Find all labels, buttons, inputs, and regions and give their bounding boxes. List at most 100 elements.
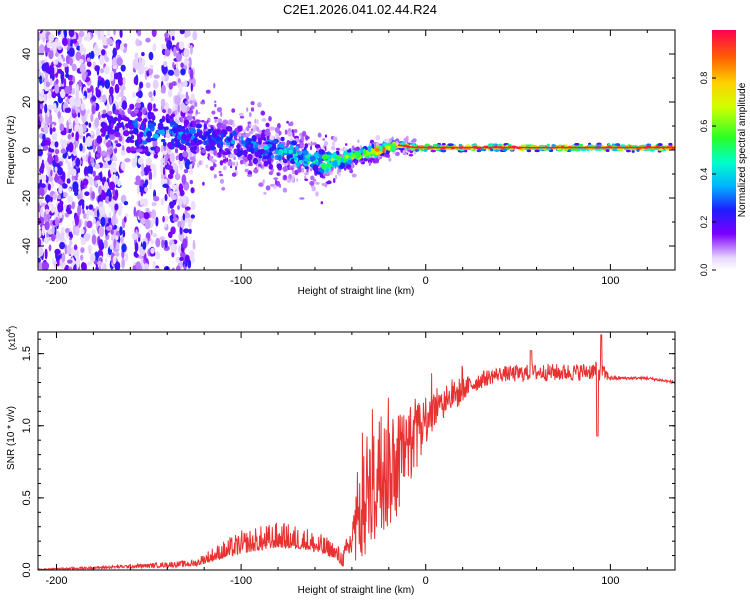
- heatmap-cell: [80, 228, 85, 235]
- heatmap-cell: [113, 72, 120, 80]
- heatmap-cell: [148, 170, 153, 181]
- heatmap-cell: [64, 244, 68, 255]
- heatmap-cell: [226, 137, 233, 142]
- heatmap-cell: [137, 30, 142, 37]
- heatmap-cell: [209, 166, 215, 171]
- heatmap-cell: [266, 161, 272, 165]
- heatmap-cell: [124, 254, 129, 262]
- heatmap-cell: [121, 258, 125, 269]
- heatmap-cell: [191, 141, 195, 145]
- heatmap-cell: [185, 100, 189, 105]
- heatmap-cell: [144, 263, 149, 270]
- heatmap-cell: [42, 174, 47, 182]
- heatmap-cell: [403, 137, 409, 143]
- heatmap-cell: [106, 30, 111, 37]
- heatmap-cell: [118, 135, 123, 142]
- heatmap-cell: [321, 154, 328, 160]
- heatmap-cell: [459, 148, 465, 152]
- heatmap-cell: [121, 243, 127, 253]
- heatmap-cell: [111, 215, 116, 226]
- heatmap-cell: [54, 216, 60, 227]
- heatmap-cell: [62, 62, 69, 68]
- heatmap-cell: [122, 229, 126, 238]
- heatmap-cell: [415, 149, 420, 152]
- heatmap-cell: [213, 82, 216, 89]
- heatmap-cell: [59, 241, 66, 250]
- heatmap-cell: [164, 215, 169, 223]
- heatmap-cell: [56, 40, 61, 47]
- heatmap-cell: [248, 163, 253, 167]
- heatmap-cell: [183, 169, 189, 174]
- heatmap-cell: [368, 161, 371, 167]
- heatmap-cell: [161, 75, 166, 82]
- heatmap-cell: [38, 183, 41, 190]
- heatmap-cell: [89, 253, 96, 263]
- heatmap-cell: [136, 98, 141, 103]
- heatmap-cell: [175, 61, 179, 70]
- heatmap-cell: [179, 161, 184, 171]
- heatmap-cell: [230, 139, 236, 145]
- heatmap-cell: [94, 163, 101, 169]
- heatmap-cell: [463, 149, 468, 153]
- spectrogram-y-tick-label: -40: [21, 238, 33, 254]
- heatmap-cell: [174, 173, 181, 181]
- heatmap-cell: [183, 80, 188, 88]
- heatmap-cell: [145, 157, 152, 166]
- heatmap-cell: [73, 244, 78, 251]
- heatmap-cell: [134, 108, 139, 114]
- heatmap-cell: [160, 43, 166, 50]
- heatmap-cell: [40, 202, 46, 207]
- heatmap-cell: [220, 133, 224, 140]
- heatmap-cell: [299, 145, 304, 149]
- heatmap-cell: [175, 155, 179, 161]
- heatmap-cell: [154, 267, 161, 270]
- heatmap-cell: [97, 75, 102, 81]
- heatmap-cell: [214, 130, 220, 135]
- heatmap-cell: [98, 239, 103, 250]
- heatmap-cell: [133, 206, 137, 217]
- heatmap-cell: [88, 249, 92, 255]
- heatmap-cell: [158, 129, 164, 135]
- heatmap-cell: [214, 103, 217, 108]
- heatmap-cell: [265, 185, 271, 191]
- spectrogram-x-tick-label: 100: [601, 275, 619, 287]
- heatmap-cell: [92, 170, 96, 177]
- heatmap-cell: [291, 140, 297, 146]
- heatmap-cell: [43, 92, 47, 103]
- heatmap-cell: [277, 155, 282, 161]
- heatmap-cell: [369, 157, 375, 161]
- heatmap-cell: [141, 52, 145, 57]
- heatmap-cell: [102, 94, 107, 103]
- heatmap-cell: [188, 169, 193, 175]
- heatmap-cell: [148, 91, 153, 98]
- heatmap-cell: [78, 79, 82, 87]
- heatmap-cell: [117, 123, 123, 127]
- heatmap-cell: [57, 111, 61, 119]
- heatmap-cell: [291, 169, 295, 175]
- heatmap-cell: [110, 229, 114, 235]
- heatmap-cell: [72, 220, 75, 226]
- heatmap-cell: [87, 209, 94, 216]
- heatmap-cell: [99, 171, 103, 183]
- heatmap-cell: [123, 130, 130, 137]
- spectrogram-y-tick-label: 0: [21, 147, 33, 153]
- heatmap-cell: [324, 183, 328, 188]
- heatmap-cell: [43, 124, 49, 135]
- heatmap-cell: [122, 116, 128, 121]
- heatmap-cell: [74, 248, 80, 259]
- heatmap-cell: [113, 30, 116, 36]
- heatmap-cell: [145, 37, 151, 43]
- heatmap-cell: [238, 112, 244, 117]
- heatmap-cell: [134, 118, 138, 126]
- heatmap-cell: [83, 166, 89, 177]
- colorbar-tick-label: 0.4: [699, 168, 709, 181]
- heatmap-cell: [160, 162, 164, 171]
- heatmap-cell: [193, 145, 197, 150]
- heatmap-cell: [62, 153, 67, 159]
- heatmap-cell: [390, 146, 397, 151]
- heatmap-cell: [213, 148, 217, 156]
- heatmap-cell: [82, 209, 85, 215]
- heatmap-cell: [109, 148, 113, 155]
- heatmap-cell: [317, 132, 322, 138]
- heatmap-cell: [247, 121, 251, 124]
